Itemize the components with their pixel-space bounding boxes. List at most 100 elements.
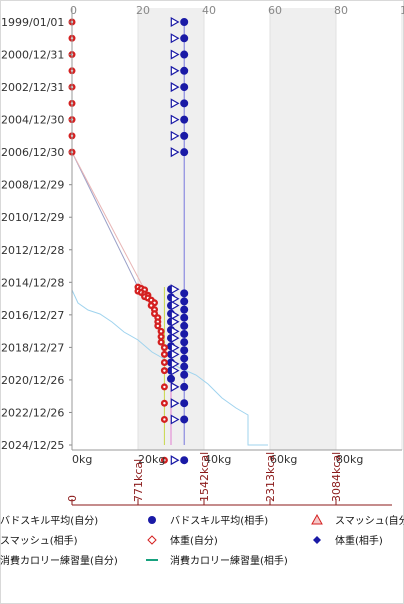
weight-marker-center (163, 353, 166, 356)
skill-average-point (180, 115, 189, 124)
weight-marker-center (163, 418, 166, 421)
y-tick-label: 2018/12/27 (1, 341, 64, 354)
y-tick-label: 2022/12/26 (1, 406, 64, 419)
skill-average-point (180, 34, 189, 43)
legend-label: バドスキル平均(相手) (170, 514, 268, 527)
series-group (167, 18, 189, 465)
smash-point (170, 455, 180, 466)
x-top-tick-label: 80 (334, 4, 348, 17)
smash-point (170, 284, 180, 295)
skill-average-point (180, 338, 189, 347)
skill-average-point (180, 354, 189, 363)
y-tick-label: 2000/12/31 (1, 49, 64, 62)
legend-label: 体重(自分) (170, 534, 218, 547)
y-tick-label: 2014/12/28 (1, 276, 64, 289)
weight-marker-center (163, 369, 166, 372)
smash-point (170, 147, 180, 158)
x-top-tick-label: 0 (70, 4, 77, 17)
weight-marker-center (156, 324, 159, 328)
smash-point (170, 33, 180, 44)
smash-point (170, 114, 180, 125)
skill-average-point (180, 382, 189, 391)
weight-marker-center (153, 308, 156, 311)
legend-label: 消費カロリー練習量(自分) (0, 554, 118, 567)
weight-marker-center (156, 320, 159, 323)
smash-point (170, 16, 180, 28)
weight-marker-center (163, 458, 166, 462)
legend-marker (147, 535, 157, 545)
smash-point (170, 65, 180, 76)
smash-point (170, 310, 180, 321)
smash-point (170, 130, 180, 141)
legend-item: 消費カロリー練習量(自分) (0, 554, 118, 567)
weight-point (160, 383, 168, 391)
legend-item: スマッシュ(相手) (0, 534, 78, 547)
skill-average-point (180, 415, 189, 424)
smash-point (170, 342, 180, 353)
legend-item: スマッシュ(自分) (311, 513, 404, 527)
weight-point (157, 333, 165, 341)
skill-average-point (180, 66, 189, 75)
y-tick-label: 2006/12/30 (1, 146, 64, 159)
weight-point (160, 358, 168, 366)
kcal-tick-label: 1542kcal (198, 452, 211, 502)
weight-marker-center (159, 330, 163, 333)
x-bottom-tick-label: 40kg (204, 453, 231, 466)
smash-point (170, 398, 180, 409)
connector-line (71, 151, 146, 291)
skill-average-point (180, 148, 189, 157)
connector-line (71, 151, 139, 288)
legend-item: バドスキル平均(相手) (148, 514, 268, 527)
smash-point (170, 98, 180, 109)
skill-average-point (180, 131, 189, 140)
y-tick-label: 2004/12/30 (1, 114, 64, 127)
x-bottom-tick-label: 80kg (336, 453, 363, 466)
y-tick-label: 2002/12/31 (1, 81, 64, 94)
data-series (68, 16, 189, 466)
series-group (68, 18, 168, 464)
weight-point (157, 338, 165, 346)
legend-marker (311, 513, 323, 525)
weight-marker-center (153, 312, 156, 315)
weight-point (160, 456, 168, 464)
weight-point (160, 350, 168, 358)
kcal-tick-label: 2313kcal (264, 452, 277, 502)
weight-marker-center (163, 401, 166, 405)
skill-average-point (180, 399, 189, 408)
legend-item: バドスキル平均(自分) (0, 514, 98, 527)
legend-marker (148, 516, 156, 524)
skill-average-point (180, 289, 189, 298)
y-tick-label: 2010/12/29 (1, 211, 64, 224)
skill-average-point (180, 305, 189, 314)
weight-point (160, 399, 168, 407)
x-top-tick-label: 20 (136, 4, 150, 17)
smash-point (170, 414, 180, 425)
y-tick-label: 2008/12/29 (1, 179, 64, 192)
y-tick-label: 2012/12/28 (1, 244, 64, 257)
smash-point (170, 358, 180, 369)
smash-point (170, 333, 180, 344)
weight-marker-center (150, 304, 153, 307)
x-top-tick-label: 100 (400, 4, 404, 17)
skill-average-point (180, 362, 189, 371)
legend-label: 消費カロリー練習量(相手) (170, 554, 288, 567)
skill-average-point (180, 370, 189, 379)
shaded-band (270, 8, 336, 450)
skill-average-point (180, 329, 189, 338)
weight-point (154, 322, 162, 330)
skill-average-point (180, 456, 189, 465)
y-tick-label: 2016/12/27 (1, 309, 64, 322)
x-top-tick-label: 40 (202, 4, 216, 17)
smash-point (170, 300, 180, 311)
smash-point (170, 316, 180, 327)
weight-point (157, 327, 165, 335)
x-top-tick-label: 60 (268, 4, 282, 17)
weight-marker-center (163, 361, 166, 364)
kcal-tick-label: 3084kcal (330, 452, 343, 502)
smash-point (170, 82, 180, 93)
skill-average-point (180, 297, 189, 306)
skill-average-point (180, 99, 189, 108)
weight-marker-center (156, 316, 159, 319)
x-bottom-tick-label: 60kg (270, 453, 297, 466)
